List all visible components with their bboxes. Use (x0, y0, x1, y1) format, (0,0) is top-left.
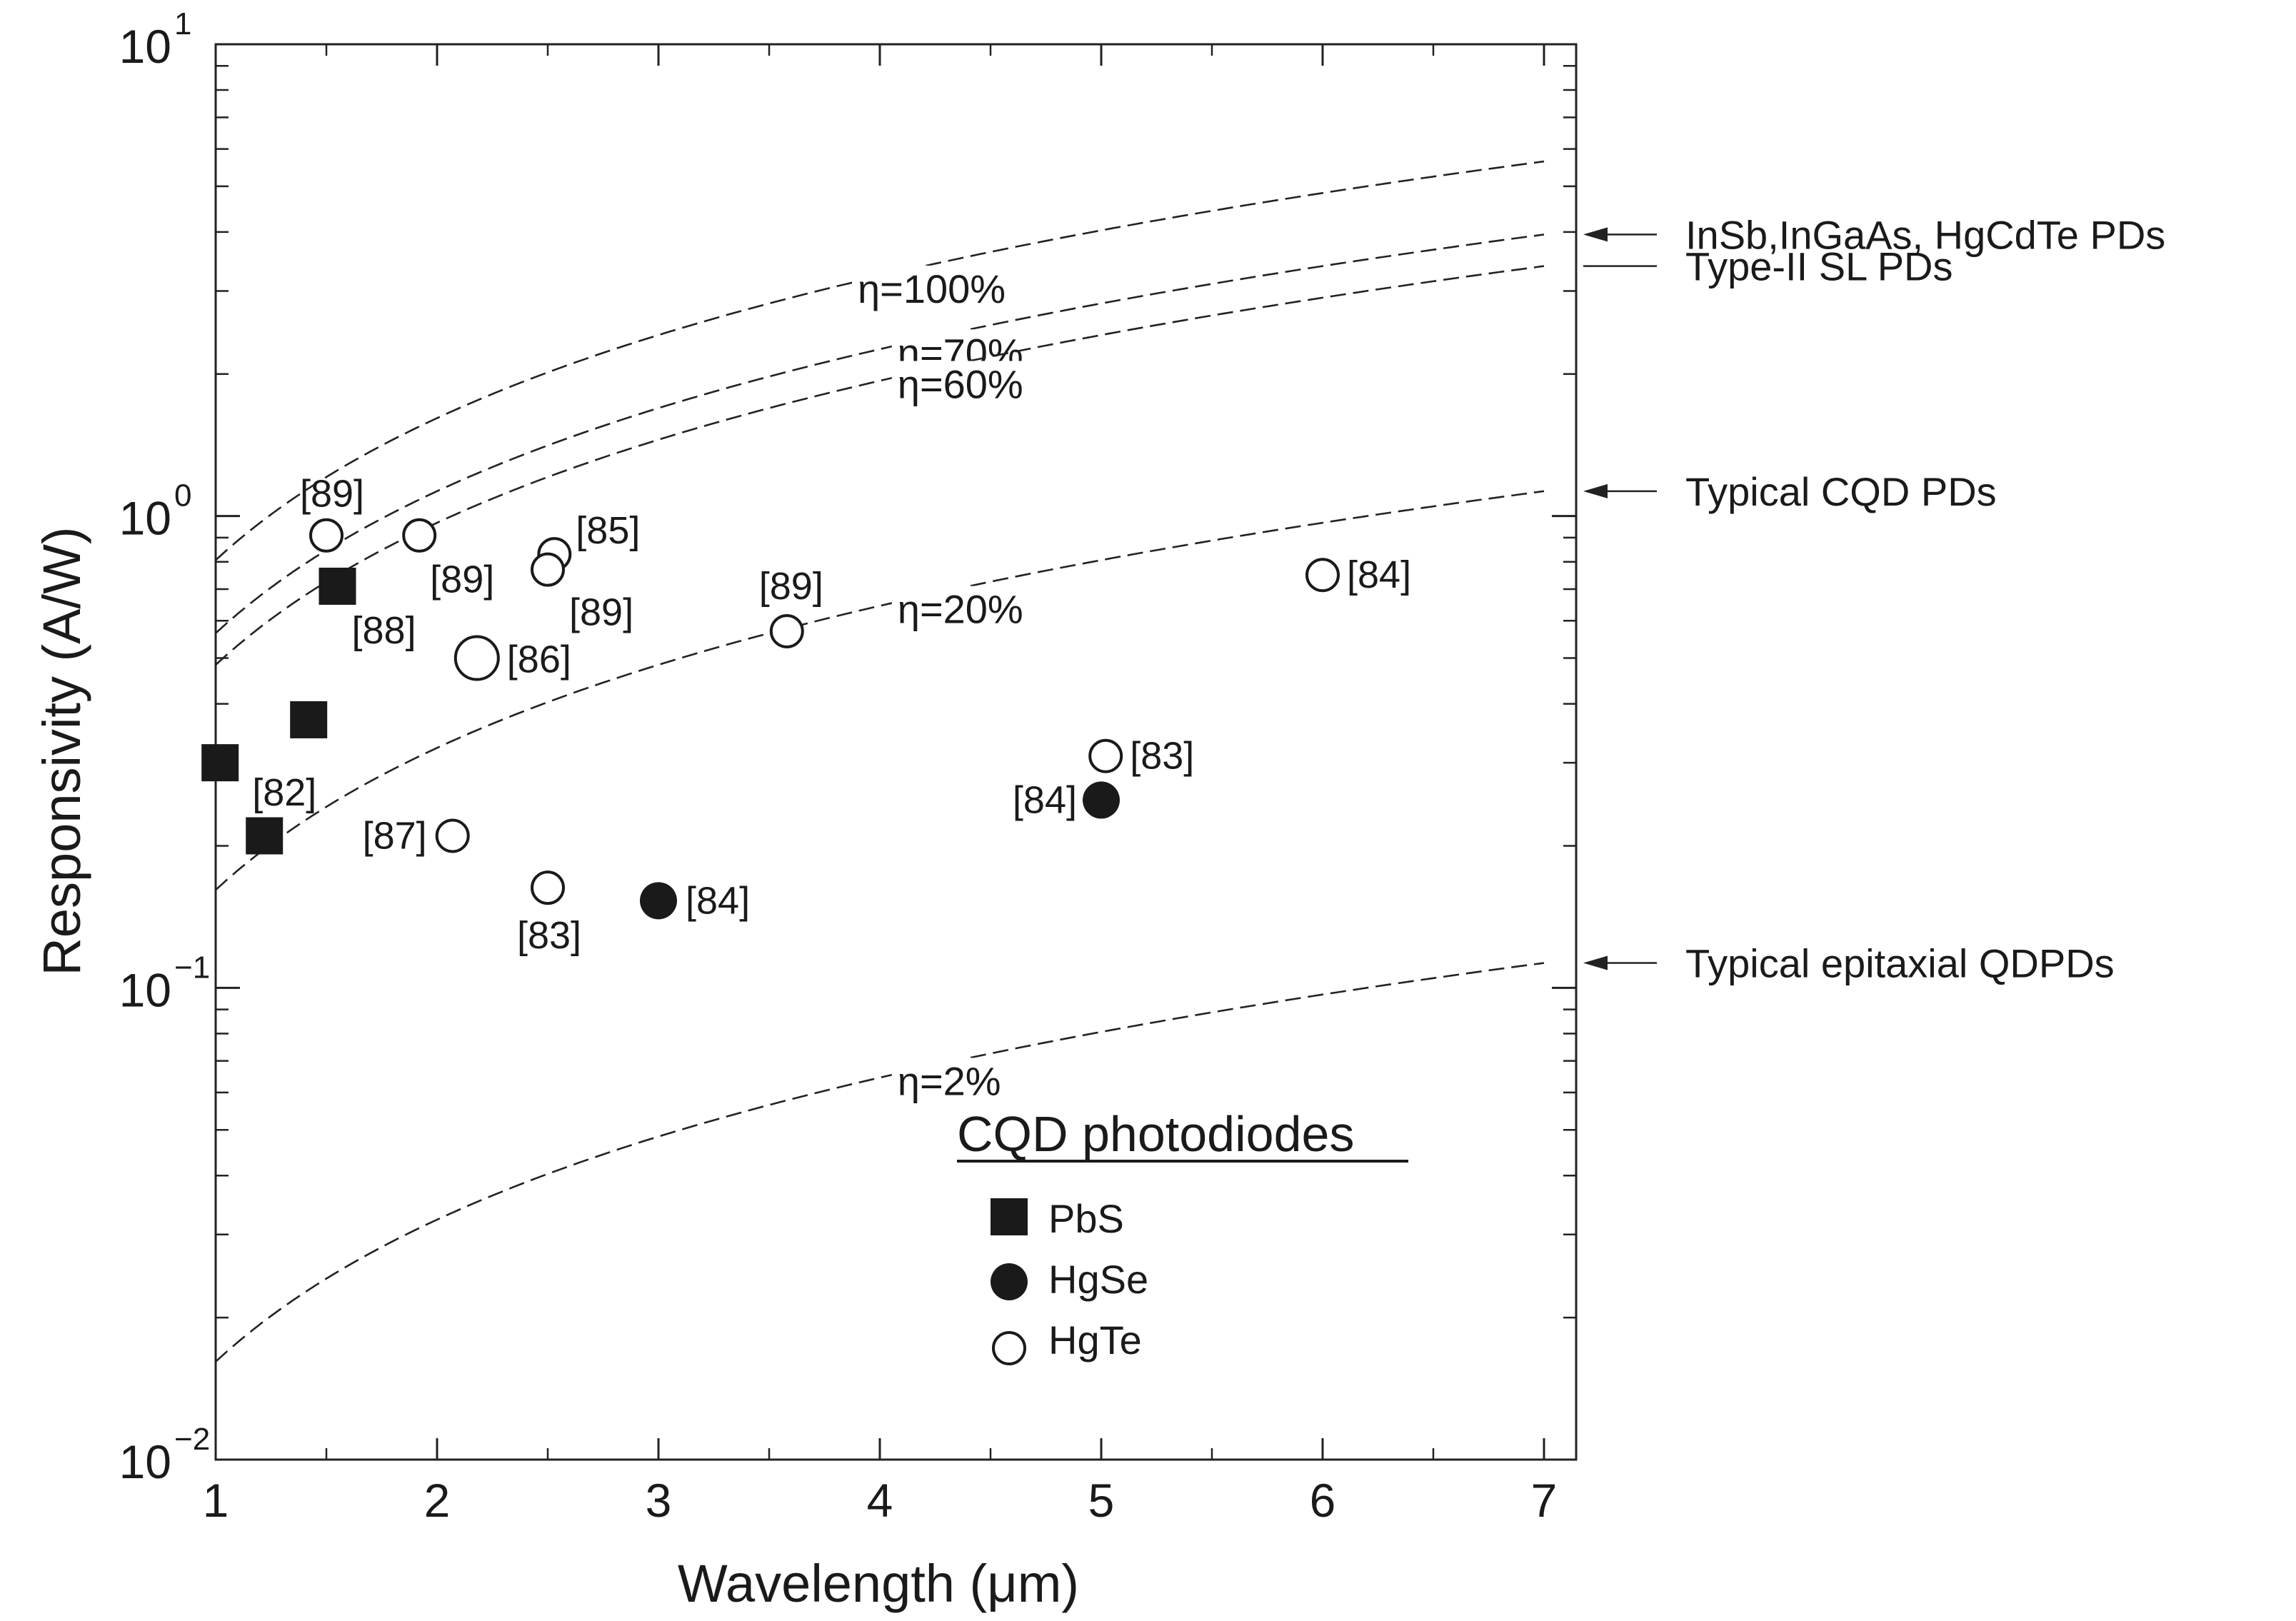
efficiency-curves: η=100%η=70%η=60%η=20%η=2% (215, 160, 1545, 1362)
reference-label: [84] (1013, 778, 1077, 821)
data-points: [82][88][84][84][89][89][86][85][89][89]… (201, 473, 1411, 957)
arrow-head (1583, 955, 1608, 970)
reference-label: [88] (352, 609, 416, 652)
pbs-point (246, 817, 284, 855)
legend-marker-pbs (991, 1198, 1028, 1235)
curve-label: η=60% (898, 362, 1023, 407)
legend-title: CQD photodiodes (957, 1106, 1354, 1162)
x-tick-label: 1 (203, 1474, 229, 1527)
reference-label: [87] (363, 814, 427, 857)
hgte-point (531, 552, 565, 587)
y-tick-label: 10 (119, 492, 171, 545)
legend-item-label: HgSe (1048, 1257, 1148, 1302)
hgte-point (1088, 738, 1123, 773)
x-tick-label: 5 (1088, 1474, 1115, 1527)
annotation-label: InSb,InGaAs, HgCdTe PDs (1685, 212, 2165, 257)
y-axis-title: Responsivity (A/W) (32, 526, 91, 975)
x-tick-label: 7 (1531, 1474, 1558, 1527)
curve-label-bg (891, 586, 1085, 632)
y-tick-label: 10 (119, 1435, 171, 1488)
annotation-label: Typical epitaxial QDPDs (1685, 941, 2115, 986)
hgse-point (1083, 781, 1120, 819)
hgte-point (435, 818, 470, 853)
curve-label-bg (852, 265, 1045, 311)
efficiency-curve (215, 962, 1545, 1362)
legend-item-label: HgTe (1048, 1318, 1142, 1362)
plot-frame (214, 43, 1578, 1461)
curve-label: η=20% (898, 587, 1023, 632)
y-tick-exponent: −1 (174, 950, 210, 985)
y-tick-exponent: −2 (174, 1422, 210, 1457)
hgse-point (640, 882, 677, 920)
reference-label: [89] (430, 558, 494, 601)
hgte-point (309, 518, 344, 553)
legend: CQD photodiodes PbS HgSe HgTe (957, 1106, 1408, 1365)
legend-marker-hgte (992, 1331, 1026, 1365)
x-tick-label: 3 (646, 1474, 672, 1527)
reference-label: [82] (252, 771, 316, 814)
hgte-point (453, 635, 500, 681)
y-tick-label: 10 (119, 20, 171, 73)
reference-label: [84] (1347, 553, 1411, 596)
arrow-head (1583, 483, 1608, 498)
legend-item-label: PbS (1048, 1196, 1124, 1241)
arrow-head (1583, 227, 1608, 242)
hgte-point (1305, 558, 1340, 593)
efficiency-curve (215, 160, 1545, 561)
y-tick-label: 10 (119, 963, 171, 1016)
reference-label: [83] (1130, 735, 1194, 778)
annotation-label: Typical CQD PDs (1685, 469, 1997, 514)
curve-label: η=100% (858, 266, 1006, 311)
y-tick-exponent: 1 (174, 6, 191, 41)
hgte-point (769, 613, 804, 648)
x-tick-label: 2 (424, 1474, 451, 1527)
reference-label: [84] (686, 879, 750, 922)
minor-ticks (216, 44, 1576, 1460)
efficiency-curve (215, 265, 1545, 666)
efficiency-curve (215, 490, 1545, 891)
reference-label: [89] (759, 565, 823, 608)
pbs-point (201, 744, 239, 782)
reference-label: [86] (507, 638, 571, 681)
reference-label: [85] (576, 509, 640, 552)
pbs-point (319, 567, 356, 605)
curve-label-bg (891, 1058, 1085, 1104)
reference-label: [83] (517, 914, 581, 957)
reference-label: [89] (300, 473, 364, 516)
legend-marker-hgse (991, 1263, 1028, 1300)
hgte-point (531, 870, 565, 905)
x-tick-label: 6 (1310, 1474, 1336, 1527)
x-axis-title: Wavelength (μm) (678, 1554, 1079, 1613)
x-tick-label: 4 (867, 1474, 893, 1527)
y-tick-exponent: 0 (174, 478, 191, 513)
pbs-point (290, 701, 328, 738)
curve-label-bg (891, 361, 1085, 407)
hgte-point (402, 518, 437, 553)
curve-label: η=2% (898, 1058, 1001, 1103)
annotation-label: Type-II SL PDs (1685, 244, 1953, 289)
efficiency-curve (215, 234, 1545, 634)
reference-label: [89] (569, 591, 633, 634)
x-axis-ticks: 1 2 3 4 5 6 7 (203, 44, 1558, 1527)
